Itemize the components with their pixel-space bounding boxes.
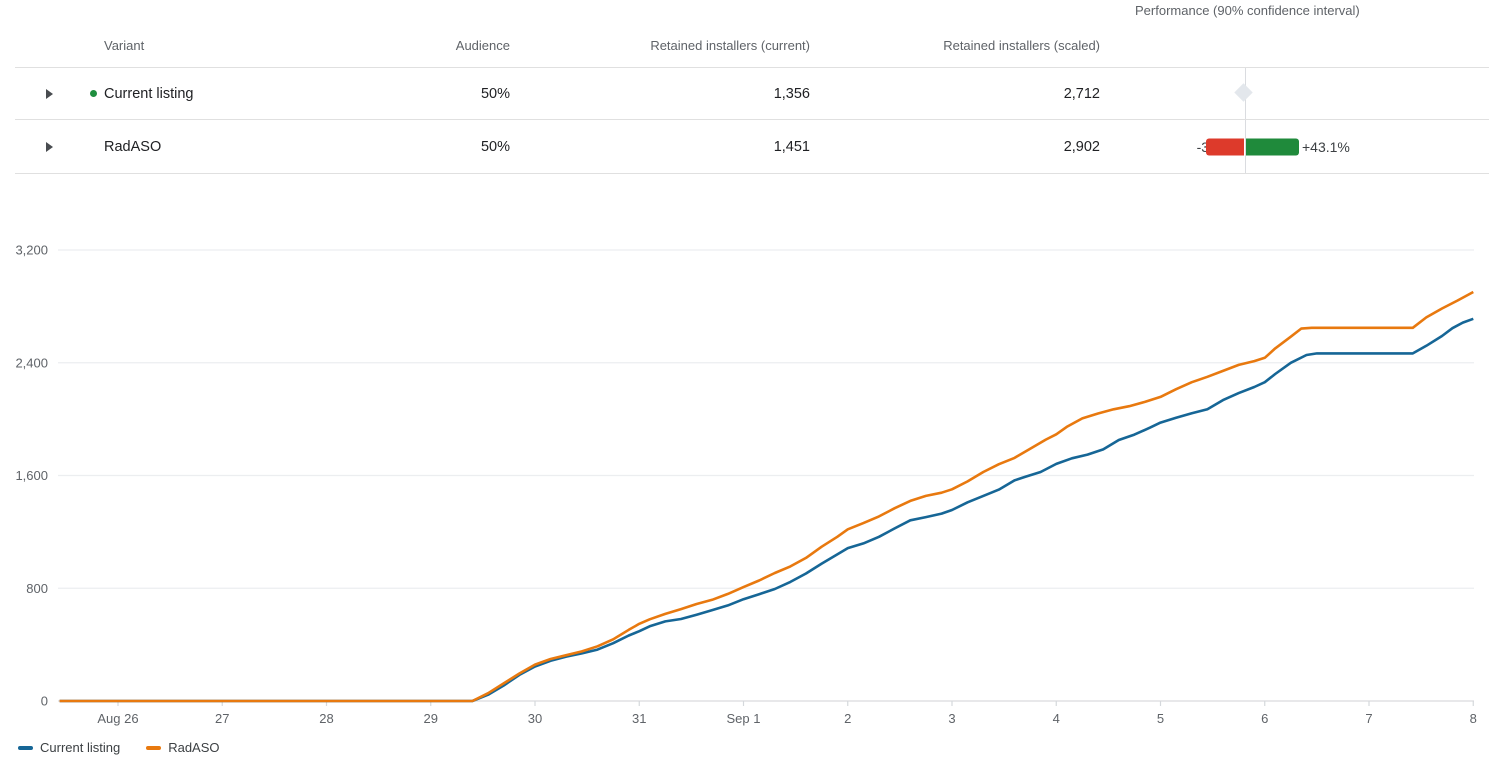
- performance-cell-ci: -30.8% +43.1%: [1100, 120, 1489, 173]
- svg-text:0: 0: [41, 694, 48, 709]
- svg-text:2: 2: [844, 711, 851, 726]
- gridlines: [58, 249, 1474, 702]
- table-row-current-listing: Current listing 50% 1,356 2,712: [15, 68, 1489, 120]
- chevron-right-icon: [46, 141, 53, 152]
- svg-text:Aug 26: Aug 26: [97, 711, 138, 726]
- svg-text:6: 6: [1261, 711, 1268, 726]
- svg-text:28: 28: [319, 711, 333, 726]
- legend-item-current-listing: Current listing: [18, 740, 120, 755]
- retained-scaled-value: 2,902: [1063, 138, 1100, 155]
- expand-row-button[interactable]: [15, 88, 90, 99]
- svg-text:8: 8: [1470, 711, 1477, 726]
- ci-negative-bar: [1206, 138, 1244, 155]
- x-axis-ticks: [117, 701, 1474, 706]
- svg-text:Sep 1: Sep 1: [727, 711, 761, 726]
- expand-row-button[interactable]: [15, 141, 90, 152]
- column-header-retained-current: Retained installers (current): [650, 38, 810, 53]
- ci-positive-bar: [1246, 138, 1299, 155]
- x-axis-labels: Aug 26 27 28 29 30 31 Sep 1 2 3 4 5 6 7 8: [97, 711, 1476, 726]
- legend-item-radaso: RadASO: [146, 740, 220, 755]
- svg-text:5: 5: [1157, 711, 1164, 726]
- table-row-radaso: RadASO 50% 1,451 2,902 -30.8% +43.1%: [15, 120, 1489, 174]
- retained-current-value: 1,451: [773, 138, 810, 155]
- svg-text:29: 29: [424, 711, 438, 726]
- chart-legend: Current listing RadASO: [18, 740, 220, 755]
- svg-text:30: 30: [528, 711, 542, 726]
- legend-label: RadASO: [168, 740, 220, 755]
- variants-table: Variant Audience Retained installers (cu…: [15, 0, 1489, 174]
- svg-text:800: 800: [26, 581, 48, 596]
- audience-value: 50%: [480, 85, 510, 102]
- svg-text:4: 4: [1053, 711, 1060, 726]
- variant-name: Current listing: [104, 85, 194, 102]
- svg-text:3: 3: [948, 711, 955, 726]
- column-header-retained-scaled: Retained installers (scaled): [943, 38, 1100, 53]
- active-variant-dot-cell: [90, 90, 104, 97]
- column-header-audience: Audience: [455, 38, 510, 53]
- variant-name: RadASO: [104, 138, 162, 155]
- performance-cell-baseline: [1100, 68, 1489, 119]
- baseline-diamond-icon: [1234, 83, 1253, 102]
- y-axis-labels: 0 800 1,600 2,400 3,200: [15, 243, 48, 709]
- confidence-interval-bar: -30.8% +43.1%: [1100, 120, 1489, 173]
- svg-text:3,200: 3,200: [15, 243, 48, 258]
- svg-text:2,400: 2,400: [15, 355, 48, 370]
- retained-scaled-value: 2,712: [1063, 85, 1100, 102]
- retained-current-value: 1,356: [773, 85, 810, 102]
- ci-high-label: +43.1%: [1302, 138, 1350, 155]
- legend-swatch-blue: [18, 745, 33, 750]
- legend-swatch-orange: [146, 745, 162, 750]
- svg-text:7: 7: [1365, 711, 1372, 726]
- column-header-performance: Performance (90% confidence interval): [1135, 3, 1360, 18]
- column-header-variant: Variant: [104, 38, 145, 53]
- chevron-right-icon: [46, 88, 53, 99]
- data-series-lines: [59, 290, 1474, 703]
- svg-text:27: 27: [215, 711, 229, 726]
- audience-value: 50%: [480, 138, 510, 155]
- legend-label: Current listing: [40, 740, 121, 755]
- svg-text:1,600: 1,600: [15, 468, 48, 483]
- svg-text:31: 31: [632, 711, 646, 726]
- zero-axis-line: [1245, 120, 1246, 173]
- active-dot-icon: [90, 90, 97, 97]
- table-header-row: Variant Audience Retained installers (cu…: [15, 0, 1489, 68]
